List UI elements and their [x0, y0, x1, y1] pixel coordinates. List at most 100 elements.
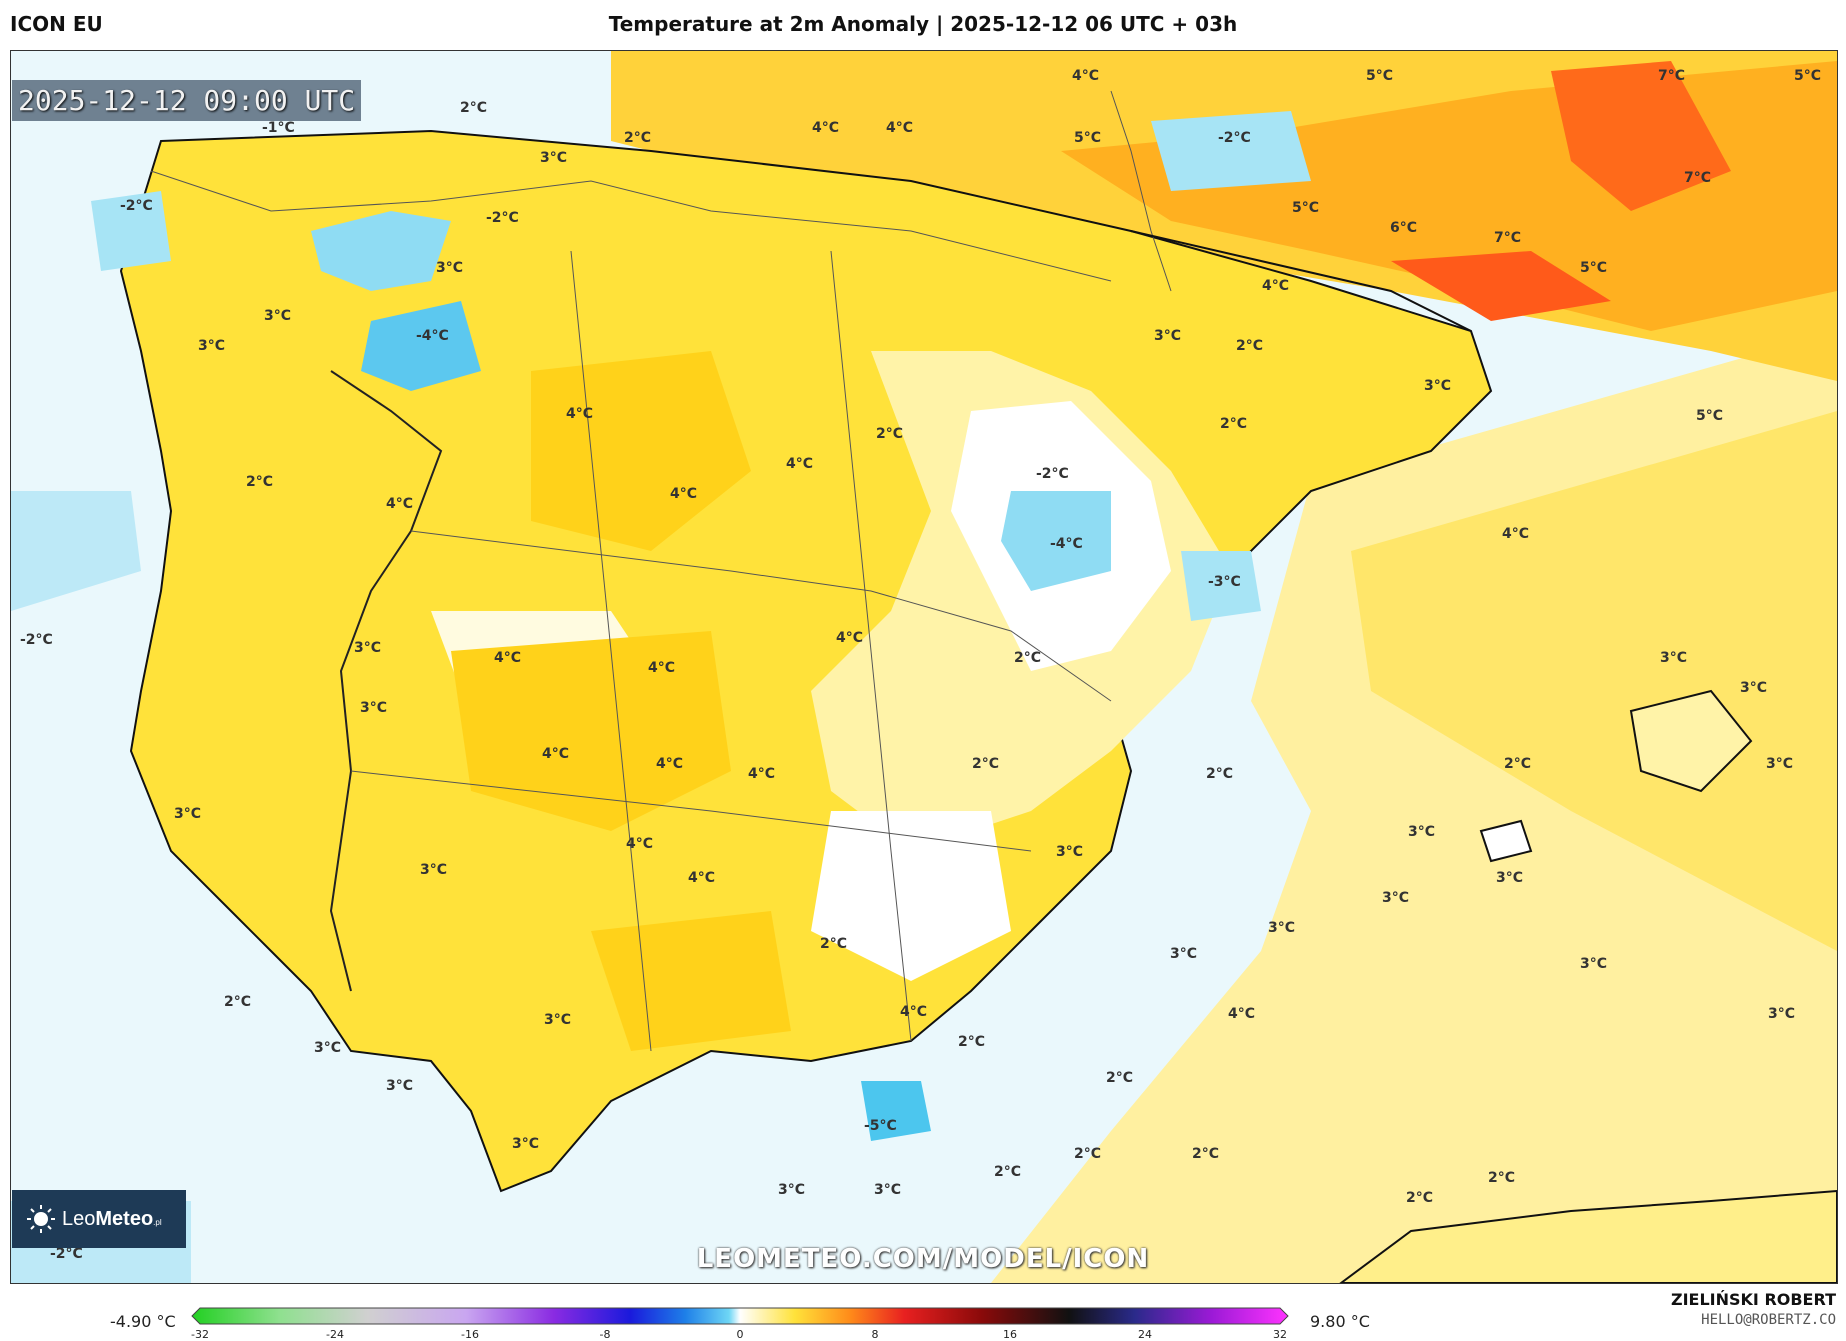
temp-label: 4°C	[1072, 68, 1100, 84]
region-boundary-south	[350, 770, 1032, 852]
temp-label: 4°C	[542, 746, 570, 762]
temp-label: 3°C	[512, 1136, 540, 1152]
temp-label: 5°C	[1696, 408, 1724, 424]
temp-label: 3°C	[354, 640, 382, 656]
temp-label: 3°C	[174, 806, 202, 822]
temp-label: 7°C	[1684, 170, 1712, 186]
temp-label: 3°C	[386, 1078, 414, 1094]
region-boundary-meridian-east	[830, 250, 912, 1042]
temp-label: -4°C	[416, 328, 449, 344]
temp-label: 2°C	[994, 1164, 1022, 1180]
temp-label: 2°C	[1406, 1190, 1434, 1206]
temp-label: 4°C	[812, 120, 840, 136]
temp-label: 3°C	[1408, 824, 1436, 840]
brand-logo: LeoMeteo.pl	[12, 1190, 186, 1248]
mediterranean-warm-band	[1351, 411, 1837, 951]
temp-label: 3°C	[360, 700, 388, 716]
betic-neutral	[811, 811, 1011, 981]
legend-tick: 0	[736, 1328, 744, 1341]
temp-label: -2°C	[1218, 130, 1251, 146]
legend-tick: -32	[191, 1328, 209, 1341]
galicia-cold	[91, 191, 171, 271]
aquitaine-cold	[1151, 111, 1311, 191]
temp-label: 3°C	[1580, 956, 1608, 972]
temp-label: 2°C	[958, 1034, 986, 1050]
temp-label: 5°C	[1366, 68, 1394, 84]
temp-label: 3°C	[778, 1182, 806, 1198]
temp-label: 4°C	[1262, 278, 1290, 294]
temp-label: 7°C	[1494, 230, 1522, 246]
legend-tick: -8	[599, 1328, 611, 1341]
temp-label: 4°C	[836, 630, 864, 646]
pyrenees-hot	[1391, 251, 1611, 321]
region-boundary-meridian-west	[570, 250, 652, 1052]
atlantic-cold-patch	[11, 491, 141, 611]
temp-label: 5°C	[1292, 200, 1320, 216]
temp-label: 3°C	[1268, 920, 1296, 936]
legend-tick: 24	[1138, 1328, 1152, 1341]
temp-label: -2°C	[120, 198, 153, 214]
temp-label: 3°C	[1766, 756, 1794, 772]
temp-label: 2°C	[1074, 1146, 1102, 1162]
legend-color-bar	[191, 1307, 1289, 1325]
region-boundary-central	[410, 530, 1112, 702]
legend-min-label: -4.90 °C	[110, 1312, 176, 1331]
temp-label: 5°C	[1794, 68, 1822, 84]
color-legend: -4.90 °C -	[0, 1282, 1846, 1341]
legend-tick: -16	[461, 1328, 479, 1341]
temp-label: -2°C	[20, 632, 53, 648]
sun-icon	[27, 1205, 55, 1233]
model-name: ICON EU	[10, 12, 103, 36]
temp-label: 3°C	[198, 338, 226, 354]
temp-label: 4°C	[648, 660, 676, 676]
temp-label: 2°C	[1220, 416, 1248, 432]
temp-label: -4°C	[1050, 536, 1083, 552]
south-meseta-warm-core	[451, 631, 731, 831]
temp-label: -2°C	[1036, 466, 1069, 482]
temp-label: 2°C	[460, 100, 488, 116]
temp-label: 4°C	[900, 1004, 928, 1020]
temp-label: 2°C	[1236, 338, 1264, 354]
temp-label: -2°C	[50, 1246, 83, 1262]
temp-label: 3°C	[1660, 650, 1688, 666]
temp-label: 3°C	[544, 1012, 572, 1028]
legend-max-label: 9.80 °C	[1310, 1312, 1370, 1331]
temp-label: 4°C	[386, 496, 414, 512]
temp-label: 2°C	[224, 994, 252, 1010]
temp-label: 3°C	[1382, 890, 1410, 906]
temp-label: 2°C	[1014, 650, 1042, 666]
mallorca	[1629, 689, 1753, 793]
temp-label: 2°C	[1192, 1146, 1220, 1162]
legend-tick: 32	[1273, 1328, 1287, 1341]
temp-label: 2°C	[972, 756, 1000, 772]
temp-label: 4°C	[1502, 526, 1530, 542]
france-hottest	[1551, 61, 1731, 211]
author-name: ZIELIŃSKI ROBERT	[1670, 1290, 1836, 1309]
temp-label: -2°C	[486, 210, 519, 226]
temp-label: 3°C	[1740, 680, 1768, 696]
temp-label: 3°C	[314, 1040, 342, 1056]
temp-label: -3°C	[1208, 574, 1241, 590]
france-boundary	[1110, 90, 1172, 292]
region-boundary-north	[150, 170, 1112, 282]
north-africa-coast	[1339, 1189, 1837, 1283]
temp-label: 4°C	[786, 456, 814, 472]
leon-cold	[361, 301, 481, 391]
temp-label: 2°C	[820, 936, 848, 952]
temp-label: 2°C	[246, 474, 274, 490]
anomaly-map	[11, 51, 1837, 1283]
temp-label: 3°C	[1424, 378, 1452, 394]
temp-label: 2°C	[876, 426, 904, 442]
iberian-cold	[1001, 491, 1111, 591]
temp-label: 3°C	[540, 150, 568, 166]
watermark-url: LEOMETEO.COM/MODEL/ICON	[696, 1244, 1150, 1274]
temp-label: 6°C	[1390, 220, 1418, 236]
teruel-cold	[1181, 551, 1261, 621]
legend-tick: 16	[1003, 1328, 1017, 1341]
temp-label: 4°C	[688, 870, 716, 886]
temp-label: 3°C	[1170, 946, 1198, 962]
temp-label: -1°C	[262, 120, 295, 136]
temp-label: 4°C	[670, 486, 698, 502]
temp-label: 3°C	[420, 862, 448, 878]
brand-name: LeoMeteo.pl	[62, 1207, 162, 1230]
